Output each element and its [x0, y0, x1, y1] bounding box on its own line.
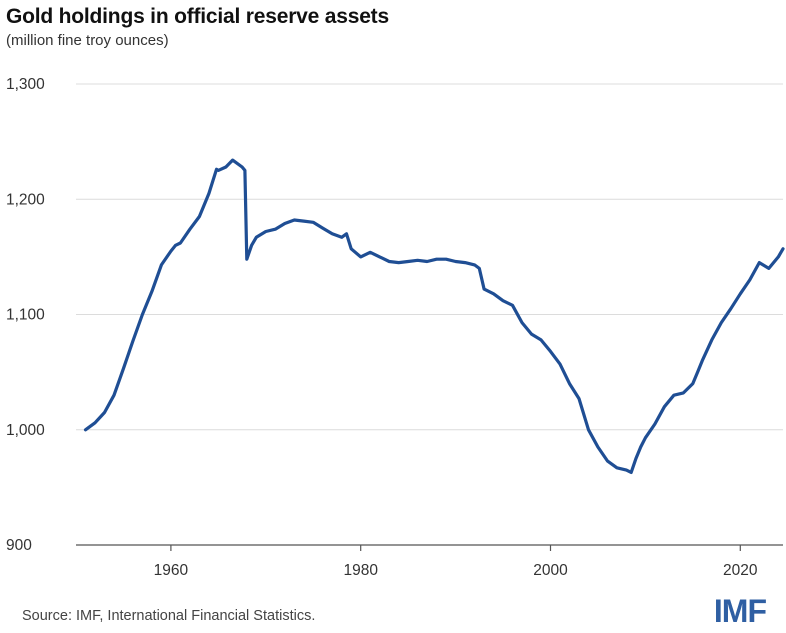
line-chart: 900 1,000 1,100 1,200 1,300 1960 1980 2000 2020 [6, 76, 785, 579]
series-line-gold-holdings [83, 158, 785, 474]
gridlines [76, 83, 783, 431]
chart-subtitle: (million fine troy ounces) [6, 32, 169, 49]
y-tick-label: 900 [6, 537, 32, 554]
x-tick-label: 1960 [154, 562, 189, 579]
y-tick-label: 1,300 [6, 76, 45, 93]
y-tick-labels: 900 1,000 1,100 1,200 1,300 [6, 76, 45, 554]
chart-title: Gold holdings in official reserve assets [6, 5, 389, 28]
series-layer [83, 158, 785, 474]
x-tick-label: 2020 [723, 562, 758, 579]
y-tick-label: 1,100 [6, 307, 45, 324]
x-tick-labels: 1960 1980 2000 2020 [154, 562, 758, 579]
y-tick-label: 1,000 [6, 422, 45, 439]
source-note: Source: IMF, International Financial Sta… [22, 608, 316, 624]
x-tick-label: 1980 [343, 562, 378, 579]
imf-logo: IMF [713, 593, 767, 629]
y-tick-label: 1,200 [6, 191, 45, 208]
axes [76, 544, 783, 551]
x-tick-label: 2000 [533, 562, 568, 579]
